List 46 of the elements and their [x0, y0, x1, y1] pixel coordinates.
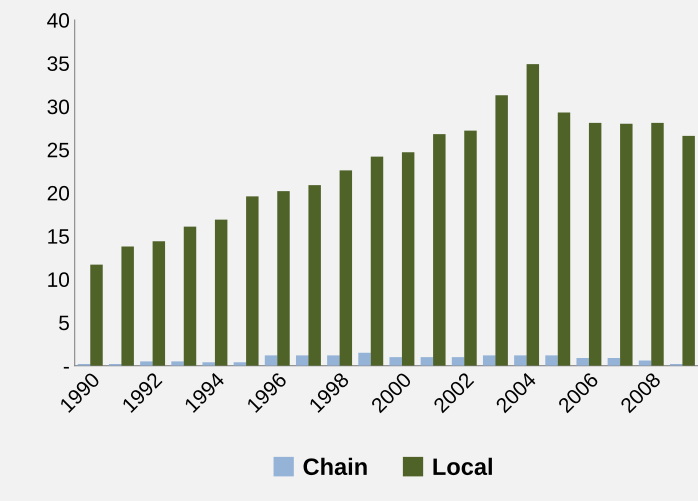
bar: [340, 170, 352, 366]
bar: [608, 358, 620, 366]
bar: [140, 361, 153, 366]
bar: [121, 246, 134, 366]
bar: [514, 355, 527, 366]
bar: [246, 196, 259, 366]
legend-label: Chain: [304, 458, 367, 476]
legend-label: Local: [433, 458, 492, 476]
bar: [184, 226, 196, 366]
bar: [576, 358, 589, 366]
bar: [482, 355, 496, 366]
y-tick-label: 15: [48, 229, 69, 244]
bar: [526, 64, 540, 366]
bar: [171, 361, 184, 366]
bar: [358, 352, 371, 366]
y-tick-label: 40: [47, 13, 70, 28]
y-tick-label: -: [64, 366, 69, 369]
bar: [433, 134, 446, 366]
bar: [682, 136, 695, 366]
bar: [420, 357, 434, 366]
y-tick-label: 25: [48, 142, 69, 158]
y-tick-label: 10: [48, 272, 70, 288]
bar: [264, 355, 278, 366]
y-tick-label: 35: [47, 56, 69, 72]
bar: [588, 122, 602, 366]
bar: [558, 112, 570, 366]
y-tick-label: 30: [47, 99, 70, 114]
bar: [389, 357, 402, 366]
bar: [327, 355, 340, 366]
bar: [452, 357, 464, 366]
bar: [495, 95, 508, 366]
bar: [545, 355, 558, 366]
bar: [370, 156, 384, 366]
bar: [214, 220, 228, 366]
y-tick-label: 5: [59, 316, 69, 330]
bar: [152, 241, 166, 366]
bar: [308, 185, 321, 366]
bar: [464, 130, 477, 366]
y-tick-label: 20: [48, 186, 70, 201]
bar: [90, 264, 103, 366]
bar: [651, 122, 664, 366]
bar: [402, 152, 414, 366]
bar: [277, 191, 290, 366]
bar: [296, 355, 308, 366]
bar: [620, 124, 633, 366]
bar: [638, 360, 652, 366]
